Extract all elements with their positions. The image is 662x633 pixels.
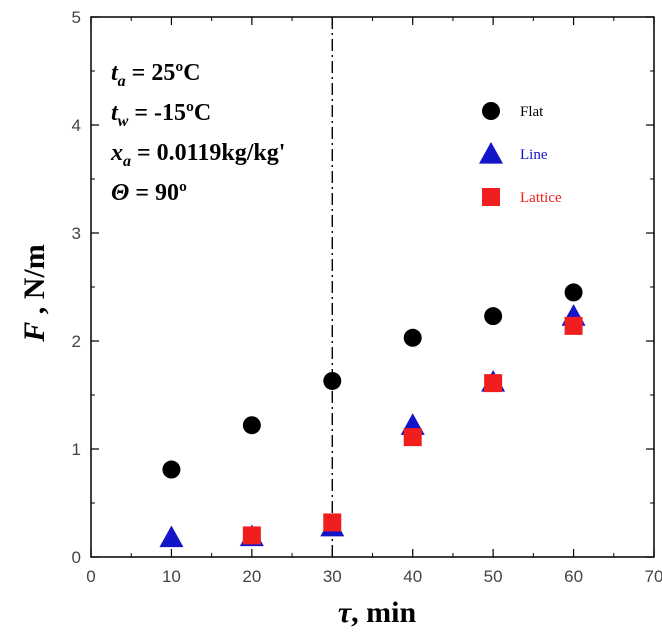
x-axis-unit: , min — [351, 596, 416, 629]
condition-symbol: t — [111, 60, 119, 86]
legend-marker — [482, 188, 500, 206]
lattice-point — [403, 428, 422, 447]
axis-ticks — [90, 16, 655, 558]
condition-line: Θ = 90º — [111, 180, 187, 206]
tick-labels: 0 10 20 30 40 50 60 70 0 1 2 3 4 5 — [72, 8, 662, 586]
legend-marker — [479, 142, 503, 164]
y-axis-title: F , N/m — [18, 244, 51, 343]
y-tick-label: 0 — [72, 548, 81, 567]
series-lattice — [242, 316, 583, 545]
condition-line: tw = -15ºC — [111, 100, 211, 130]
legend-item-flat: Flat — [482, 102, 544, 120]
y-axis-unit: , N/m — [18, 244, 51, 322]
x-tick-label: 60 — [564, 567, 583, 586]
condition-value: = 0.0119kg/kg' — [131, 140, 285, 166]
flat-point — [484, 307, 503, 326]
legend-label: Lattice — [520, 190, 562, 206]
x-axis-symbol: τ — [338, 596, 353, 629]
x-axis-title: τ, min — [338, 596, 417, 629]
lattice-point — [564, 316, 583, 335]
condition-symbol: x — [110, 140, 123, 166]
condition-value: = -15ºC — [128, 100, 211, 126]
condition-symbol: Θ — [111, 180, 129, 206]
legend-item-lattice: Lattice — [482, 188, 562, 206]
x-tick-label: 50 — [484, 567, 503, 586]
y-axis-symbol: F — [18, 322, 51, 343]
x-tick-label: 30 — [323, 567, 342, 586]
condition-subscript: a — [118, 73, 126, 90]
condition-line: xa = 0.0119kg/kg' — [110, 140, 285, 170]
lattice-point — [242, 526, 261, 545]
x-tick-label: 20 — [242, 567, 261, 586]
series-line — [159, 304, 586, 548]
x-tick-label: 0 — [86, 567, 95, 586]
flat-point — [564, 283, 583, 302]
x-tick-label: 70 — [645, 567, 662, 586]
line-point — [159, 525, 184, 548]
data-marks — [159, 283, 586, 548]
legend-item-line: Line — [479, 142, 548, 164]
lattice-point — [484, 374, 503, 393]
x-tick-label: 10 — [162, 567, 181, 586]
condition-value: = 90º — [129, 180, 187, 206]
legend: Flat Line Lattice — [479, 102, 562, 206]
flat-point — [162, 460, 181, 479]
series-flat — [162, 283, 583, 479]
legend-marker — [482, 102, 500, 120]
condition-symbol: t — [111, 100, 119, 126]
flat-point — [242, 416, 261, 435]
legend-label: Line — [520, 147, 548, 163]
y-tick-label: 1 — [72, 440, 81, 459]
condition-value: = 25ºC — [126, 60, 201, 86]
y-tick-label: 5 — [72, 8, 81, 27]
y-tick-label: 3 — [72, 224, 81, 243]
y-tick-label: 2 — [72, 332, 81, 351]
legend-label: Flat — [520, 104, 544, 120]
x-tick-label: 40 — [403, 567, 422, 586]
flat-point — [323, 371, 342, 390]
condition-line: ta = 25ºC — [111, 60, 201, 90]
condition-subscript: w — [118, 113, 129, 130]
y-tick-label: 4 — [72, 116, 81, 135]
flat-point — [403, 328, 422, 347]
condition-subscript: a — [123, 153, 131, 170]
lattice-point — [323, 513, 342, 532]
